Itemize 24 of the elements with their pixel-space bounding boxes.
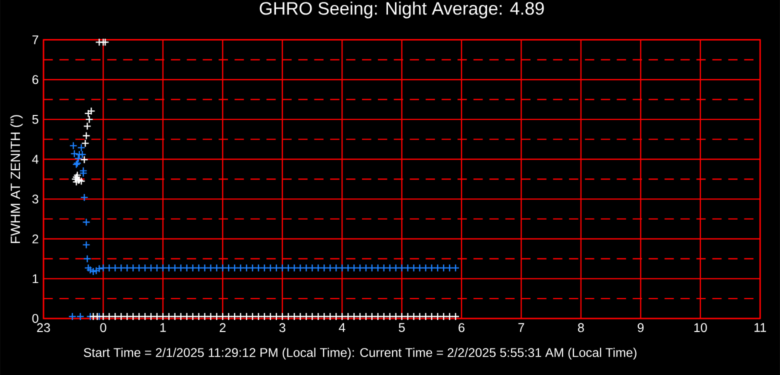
text: Start Time = 2/1/2025 11:29:12 PM (Local Time): Current Time = 2/2/2025 5:55:31 AM (Local Time) — [84, 348, 636, 360]
x-tick-label: 7 — [518, 323, 524, 332]
y-tick-label: 3 — [32, 194, 38, 204]
x-tick-label: 0 — [100, 323, 106, 332]
x-tick-label: 10 — [694, 323, 707, 332]
x-tick-label: 6 — [458, 323, 464, 332]
y-tick-label: 1 — [32, 274, 38, 283]
y-tick-label: 7 — [32, 35, 38, 44]
y-tick-label: 2 — [32, 234, 38, 244]
x-tick-label: 2 — [220, 323, 226, 332]
x-tick-label: 8 — [578, 323, 584, 332]
y-tick-label: 0 — [32, 314, 38, 323]
x-tick-label: 11 — [754, 323, 766, 332]
x-tick-label: 1 — [160, 323, 166, 332]
y-tick-label: 5 — [32, 114, 38, 124]
x-tick-label: 5 — [398, 323, 405, 332]
y-tick-label: 6 — [32, 75, 38, 84]
x-tick-label: 9 — [638, 323, 644, 332]
x-tick-label: 3 — [279, 323, 286, 332]
y-tick-label: 4 — [32, 154, 38, 164]
x-tick-label: 23 — [37, 323, 50, 332]
chart-title: GHRO Seeing: Night Average: 4.89 — [260, 2, 544, 18]
y-axis-title: FWHM AT ZENITH (") — [10, 114, 23, 243]
x-tick-label: 4 — [338, 323, 346, 332]
